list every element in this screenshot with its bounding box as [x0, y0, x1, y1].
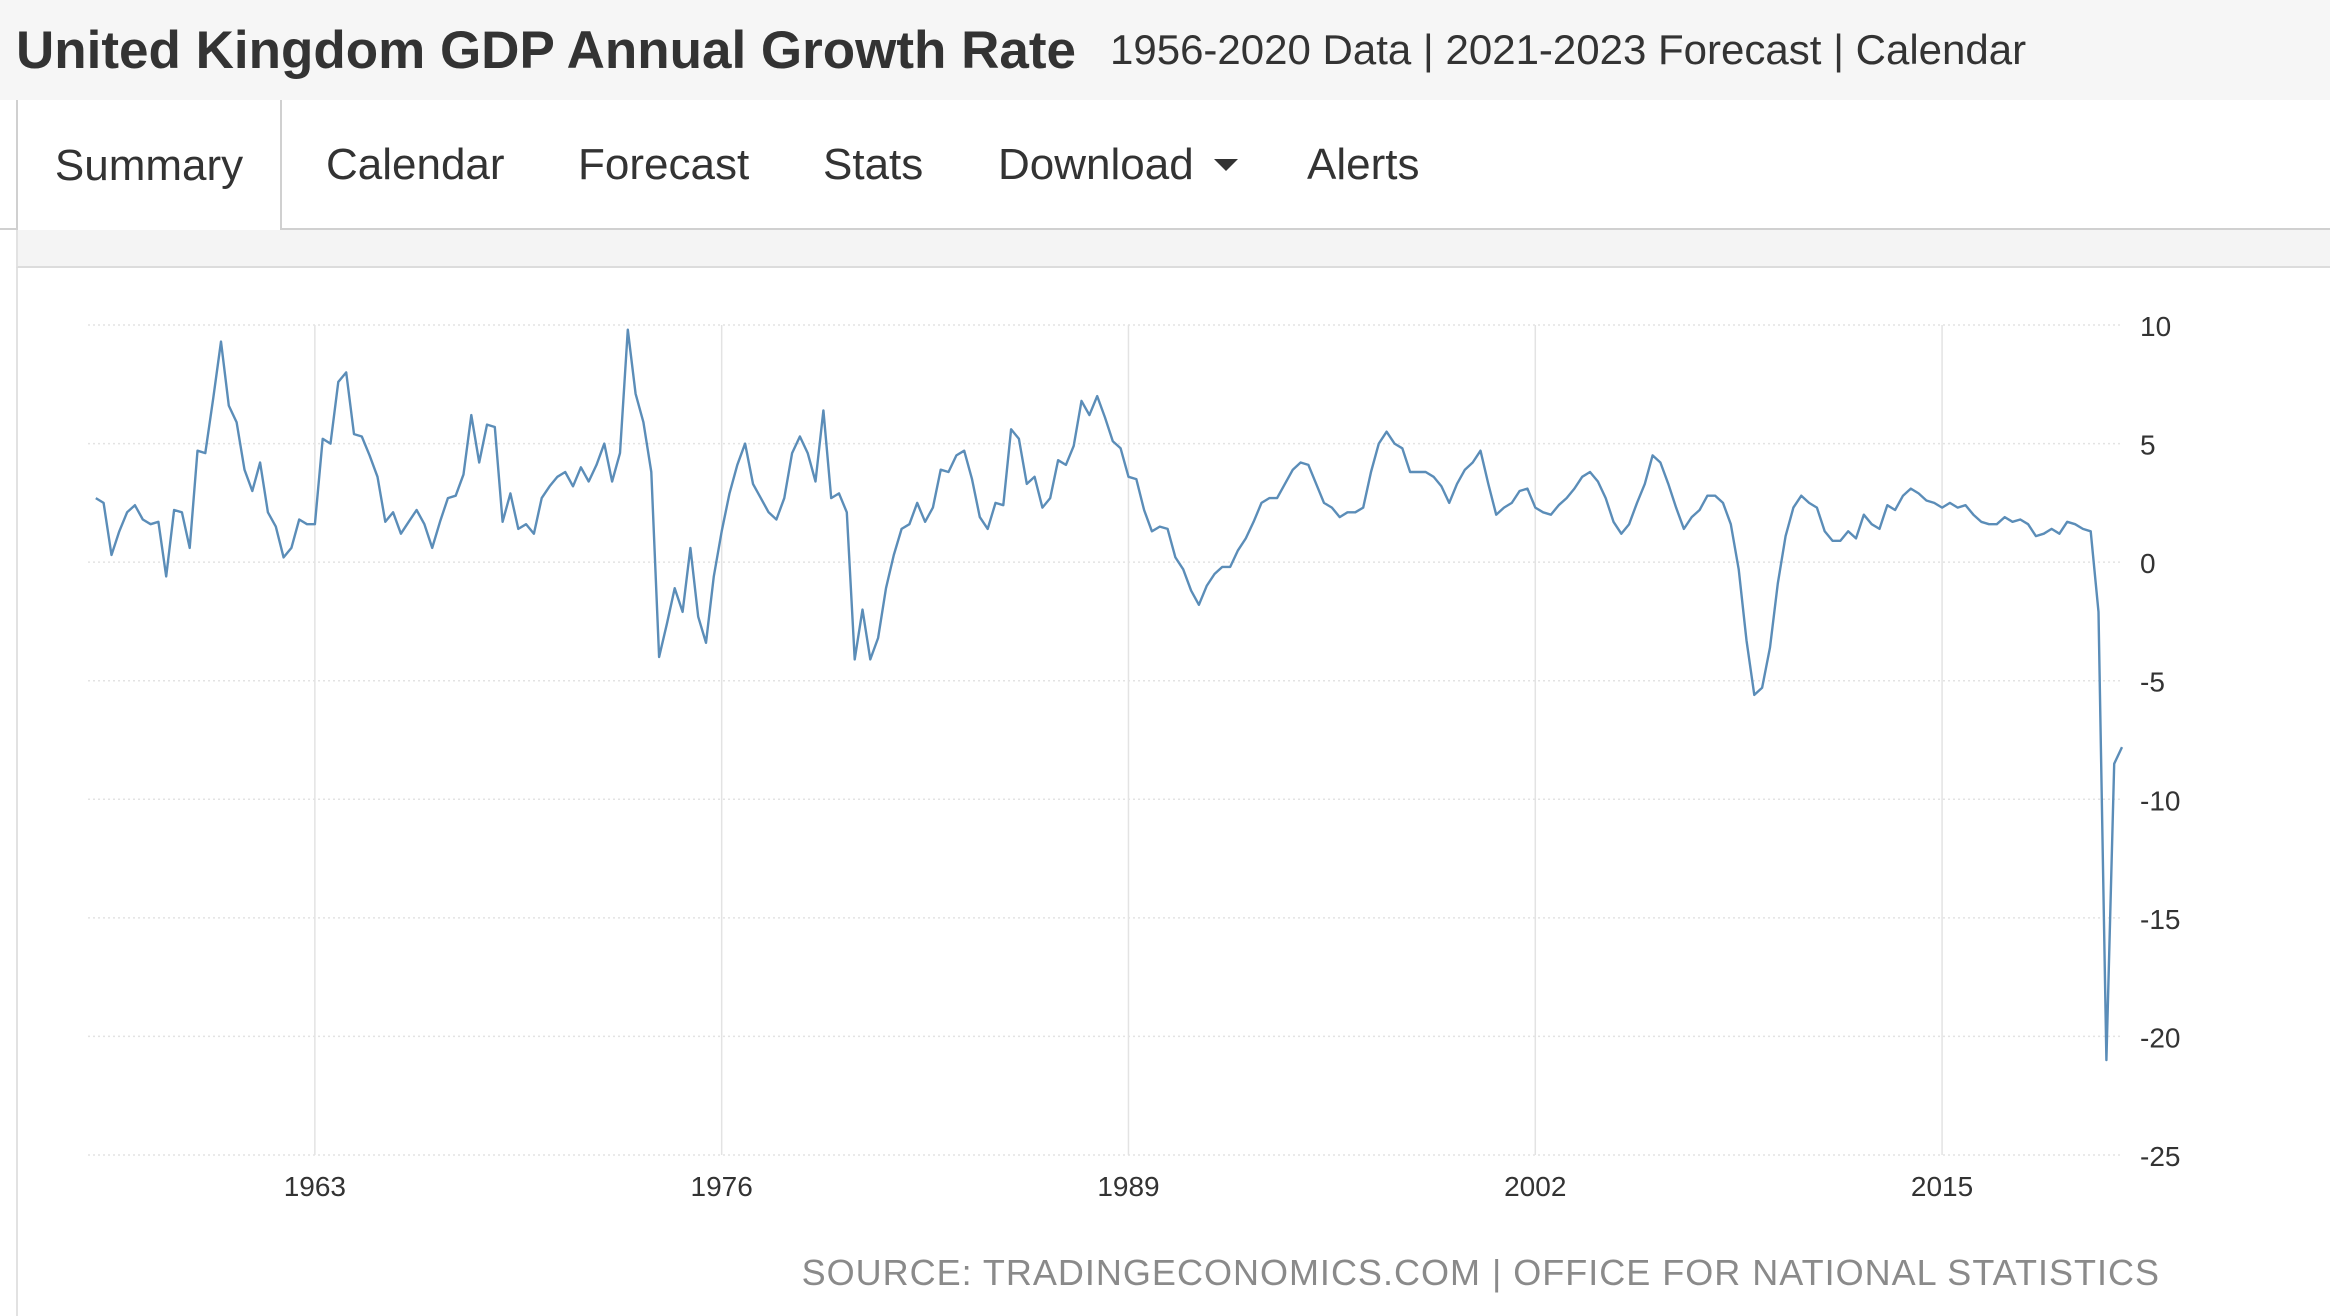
tab-bar: Summary Calendar Forecast Stats Download… — [0, 100, 2330, 232]
y-tick-label: 10 — [2140, 311, 2171, 342]
y-tick-label: -25 — [2140, 1141, 2180, 1172]
title-bar: United Kingdom GDP Annual Growth Rate 19… — [0, 0, 2330, 102]
source-caption: SOURCE: TRADINGECONOMICS.COM | OFFICE FO… — [801, 1252, 2160, 1293]
tab-download-label: Download — [998, 140, 1194, 189]
chart-panel — [16, 230, 2330, 1316]
chart-panel-header — [16, 230, 2330, 268]
y-tick-label: 0 — [2140, 548, 2156, 579]
tab-download[interactable]: Download — [998, 100, 1238, 230]
tab-forecast-label: Forecast — [578, 140, 750, 189]
tab-alerts[interactable]: Alerts — [1307, 100, 1419, 230]
x-tick-label: 1989 — [1097, 1171, 1159, 1202]
tab-summary-label: Summary — [54, 141, 244, 190]
tab-forecast[interactable]: Forecast — [578, 100, 749, 230]
tab-summary[interactable]: Summary — [16, 100, 282, 232]
y-tick-label: -10 — [2140, 785, 2180, 816]
tab-calendar-label: Calendar — [326, 140, 505, 189]
x-tick-label: 2002 — [1504, 1171, 1566, 1202]
y-tick-label: 5 — [2140, 430, 2156, 461]
tab-stats-label: Stats — [823, 140, 924, 189]
tab-alerts-label: Alerts — [1307, 140, 1420, 189]
page-title: United Kingdom GDP Annual Growth Rate — [16, 20, 1076, 80]
chevron-down-icon — [1213, 159, 1238, 171]
y-tick-label: -20 — [2140, 1022, 2180, 1053]
page-subtitle: 1956-2020 Data | 2021-2023 Forecast | Ca… — [1110, 26, 2027, 73]
x-tick-label: 1963 — [284, 1171, 346, 1202]
x-tick-label: 2015 — [1911, 1171, 1973, 1202]
tab-stats[interactable]: Stats — [823, 100, 923, 230]
y-tick-label: -5 — [2140, 667, 2165, 698]
tab-calendar[interactable]: Calendar — [326, 100, 505, 230]
x-tick-label: 1976 — [691, 1171, 753, 1202]
series-line — [95, 328, 2124, 1062]
y-tick-label: -15 — [2140, 904, 2180, 935]
